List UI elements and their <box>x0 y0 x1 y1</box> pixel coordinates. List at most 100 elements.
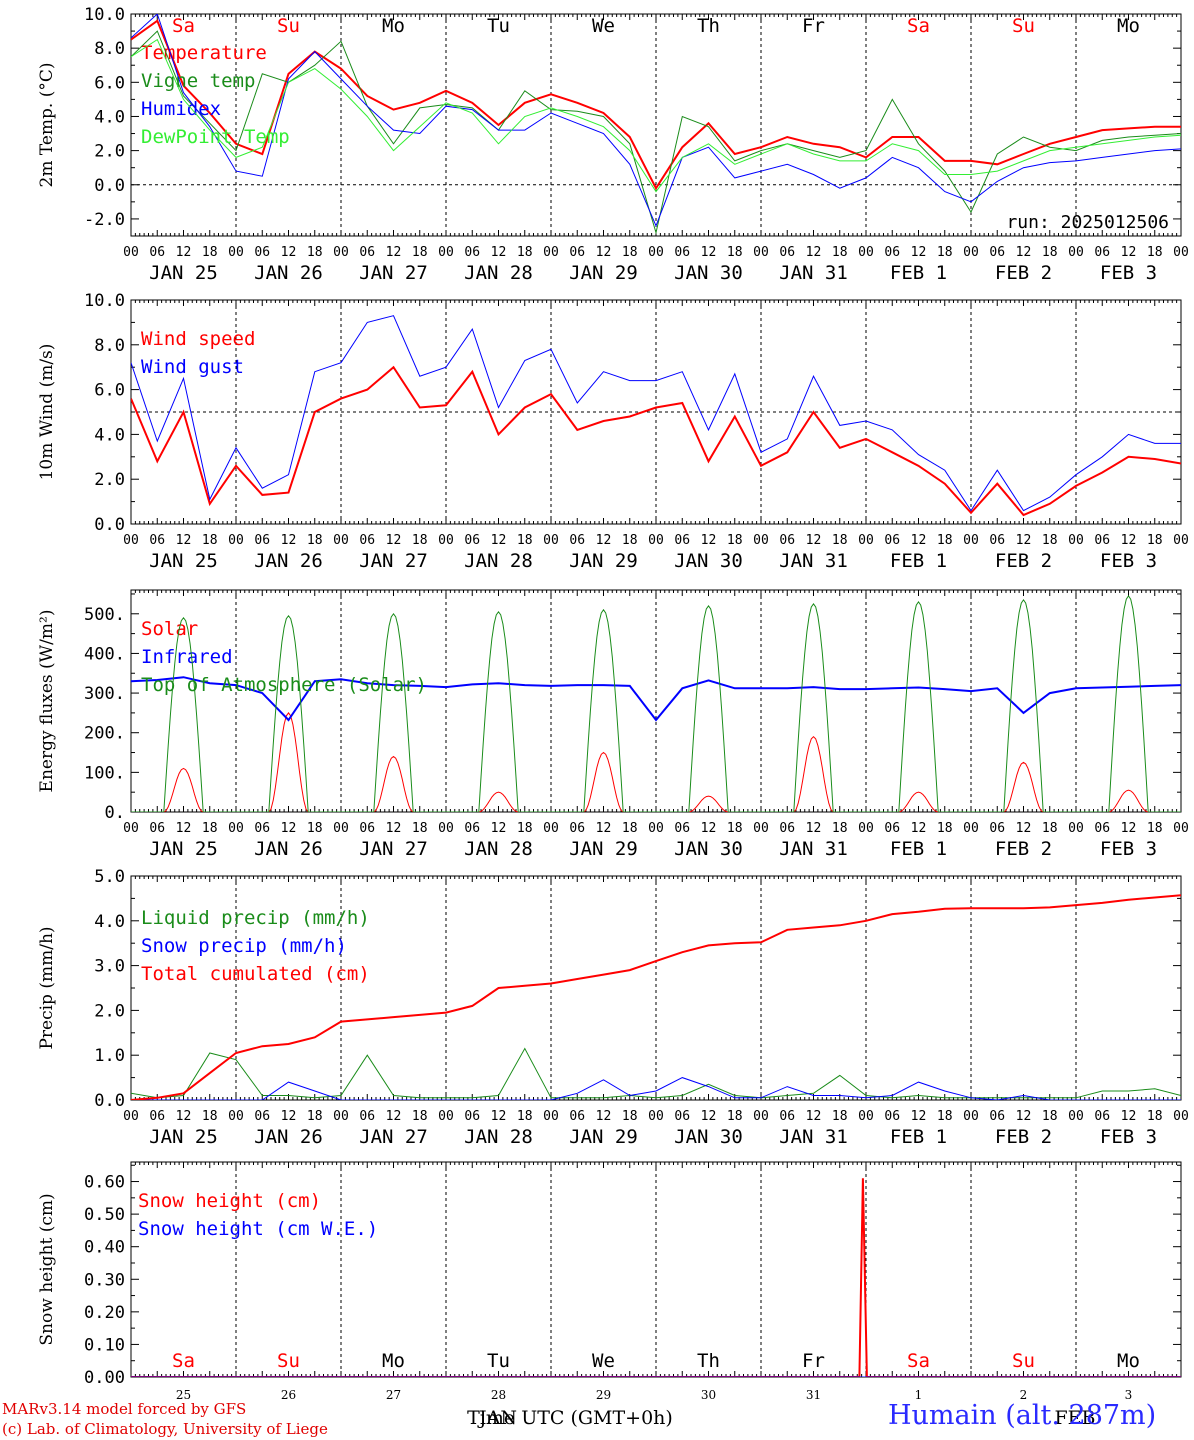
x-hour-label: 06 <box>254 821 270 836</box>
x-hour-label: 18 <box>517 533 533 548</box>
series-line-3 <box>131 594 1181 812</box>
x-axis-title: Time UTC (GMT+0h) <box>467 1407 673 1429</box>
x-hour-label: 00 <box>963 533 979 548</box>
x-hour-label: 12 <box>806 533 822 548</box>
x-hour-label: 18 <box>412 245 428 260</box>
x-hour-label: 06 <box>989 533 1005 548</box>
x-hour-label: 06 <box>884 245 900 260</box>
x-hour-label: 06 <box>464 245 480 260</box>
x-hour-label: 18 <box>832 1109 848 1124</box>
x-hour-label: 06 <box>989 821 1005 836</box>
x-hour-label: 00 <box>123 533 139 548</box>
x-date-label: FEB 2 <box>995 262 1052 284</box>
x-hour-label: 06 <box>464 821 480 836</box>
legend-entry: Snow precip (mm/h) <box>141 935 347 957</box>
run-annotation: run: 2025012506 <box>1006 212 1169 233</box>
x-hour-label: 00 <box>123 245 139 260</box>
legend-entry: DewPoint Temp <box>141 126 290 148</box>
x-hour-label: 00 <box>333 821 349 836</box>
x-hour-label: 06 <box>569 533 585 548</box>
x-hour-label: 12 <box>1121 1109 1137 1124</box>
x-hour-label: 06 <box>1094 821 1110 836</box>
x-hour-label: 00 <box>123 1109 139 1124</box>
x-hour-label: 18 <box>832 533 848 548</box>
x-hour-label: 06 <box>1094 245 1110 260</box>
x-hour-label: 18 <box>517 821 533 836</box>
x-date-label: FEB 1 <box>890 262 947 284</box>
y-tick-label: -2.0 <box>84 210 125 230</box>
x-date-label: FEB 2 <box>995 550 1052 572</box>
legend-entry: Snow height (cm) <box>138 1190 321 1212</box>
x-hour-label: 06 <box>149 821 165 836</box>
weekday-label: Sa <box>907 1350 930 1372</box>
legend-entry: Wind gust <box>141 356 244 378</box>
x-hour-label: 00 <box>333 1109 349 1124</box>
x-date-label: FEB 3 <box>1100 550 1157 572</box>
x-hour-label: 06 <box>779 245 795 260</box>
x-hour-label: 00 <box>963 1109 979 1124</box>
x-hour-label: 12 <box>176 245 192 260</box>
x-hour-label: 00 <box>543 533 559 548</box>
x-hour-label: 18 <box>202 533 218 548</box>
x-hour-label: 00 <box>858 1109 874 1124</box>
y-tick-label: 2.0 <box>94 142 125 162</box>
x-hour-label: 18 <box>307 821 323 836</box>
x-date-label: JAN 30 <box>674 550 743 572</box>
x-hour-label: 12 <box>386 821 402 836</box>
x-hour-label: 00 <box>438 533 454 548</box>
x-hour-label: 12 <box>176 821 192 836</box>
x-hour-label: 12 <box>596 1109 612 1124</box>
y-tick-label: 0.00 <box>84 1368 125 1388</box>
x-hour-label: 06 <box>884 821 900 836</box>
series-line-2 <box>131 30 1181 235</box>
y-axis-title: Snow height (cm) <box>37 1193 57 1345</box>
x-date-label: JAN 28 <box>464 1126 533 1148</box>
x-hour-label: 12 <box>911 1109 927 1124</box>
y-tick-label: 6.0 <box>94 381 125 401</box>
x-hour-label: 12 <box>911 533 927 548</box>
y-tick-label: 1.0 <box>94 1046 125 1066</box>
x-hour-label: 00 <box>333 533 349 548</box>
weekday-label: Fr <box>802 1350 825 1372</box>
x-hour-label: 00 <box>543 821 559 836</box>
x-hour-label: 06 <box>779 1109 795 1124</box>
x-date-label: FEB 2 <box>995 838 1052 860</box>
weekday-label: Tu <box>487 15 510 37</box>
x-date-label: FEB 3 <box>1100 1126 1157 1148</box>
x-hour-label: 00 <box>543 245 559 260</box>
x-hour-label: 00 <box>1068 533 1084 548</box>
x-day-number: 1 <box>915 1388 923 1402</box>
y-tick-label: 0.50 <box>84 1205 125 1225</box>
footer-lab-credit: (c) Lab. of Climatology, University of L… <box>2 1420 328 1438</box>
series-line-2 <box>131 315 1181 512</box>
y-tick-label: 200. <box>84 724 125 744</box>
x-hour-label: 12 <box>386 1109 402 1124</box>
x-hour-label: 06 <box>674 245 690 260</box>
x-hour-label: 18 <box>1042 821 1058 836</box>
x-hour-label: 06 <box>254 245 270 260</box>
x-hour-label: 18 <box>517 245 533 260</box>
x-hour-label: 18 <box>1147 533 1163 548</box>
x-hour-label: 06 <box>149 245 165 260</box>
chart-panel-5: 0.00 0.10 0.20 0.30 0.40 0.50 0.60 Snow height … <box>37 1161 1182 1429</box>
y-tick-label: 10.0 <box>84 291 125 311</box>
x-hour-label: 06 <box>569 821 585 836</box>
x-date-label: FEB 1 <box>890 550 947 572</box>
x-hour-label: 06 <box>149 533 165 548</box>
x-hour-label: 18 <box>1042 533 1058 548</box>
series-line-1 <box>131 365 1181 517</box>
legend-entry: Liquid precip (mm/h) <box>141 907 370 929</box>
x-date-label: JAN 29 <box>569 1126 638 1148</box>
x-hour-label: 00 <box>228 533 244 548</box>
x-hour-label: 18 <box>1042 245 1058 260</box>
x-hour-label: 12 <box>1016 533 1032 548</box>
x-hour-label: 18 <box>1147 1109 1163 1124</box>
x-hour-label: 12 <box>701 245 717 260</box>
y-tick-label: 300. <box>84 684 125 704</box>
x-hour-label: 12 <box>281 1109 297 1124</box>
x-day-number: 28 <box>491 1388 506 1402</box>
x-hour-label: 00 <box>1173 821 1189 836</box>
x-hour-label: 00 <box>438 1109 454 1124</box>
x-date-label: JAN 26 <box>254 550 323 572</box>
x-hour-label: 06 <box>884 1109 900 1124</box>
